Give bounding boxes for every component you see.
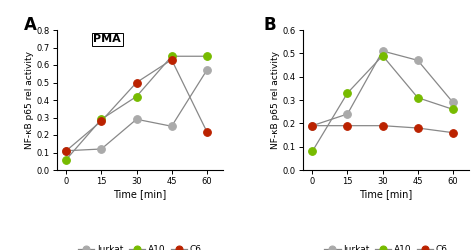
X-axis label: Time [min]: Time [min] [113,189,167,199]
Text: PMA: PMA [93,34,121,44]
Legend: Jurkat, A10, C6: Jurkat, A10, C6 [320,242,452,250]
Text: A: A [24,16,36,34]
Y-axis label: NF-κB p65 rel activity: NF-κB p65 rel activity [25,51,34,149]
X-axis label: Time [min]: Time [min] [359,189,413,199]
Y-axis label: NF-κB p65 rel activity: NF-κB p65 rel activity [271,51,280,149]
Legend: Jurkat, A10, C6: Jurkat, A10, C6 [74,242,206,250]
Text: B: B [263,16,276,34]
